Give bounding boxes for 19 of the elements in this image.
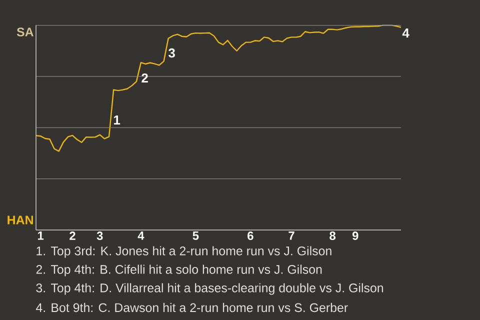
x-tick-label: 1 <box>38 232 44 240</box>
text: 2. Top 4th: B. Cifelli hit a solo home run vs J. Gilson <box>36 264 322 276</box>
text: 4 <box>402 28 410 38</box>
text: SA <box>16 28 34 36</box>
x-tick-label: 5 <box>192 232 199 240</box>
x-tick-label: 2 <box>70 232 76 240</box>
text: 3. Top 4th: D. Villarreal hit a bases-clearing double vs J. Gilson <box>36 283 384 295</box>
x-tick-label: 4 <box>138 232 144 240</box>
annotation: 3 <box>168 48 175 58</box>
text: HAN <box>8 216 33 224</box>
annotation: 2 <box>142 73 148 83</box>
x-tick-label: 8 <box>330 232 336 240</box>
x-tick-label: 7 <box>288 232 294 240</box>
text: 1. Top 3rd: K. Jones hit a 2-run home run vs J. Gilson <box>36 246 332 258</box>
x-tick-label: 9 <box>352 232 358 240</box>
text: 4. Bot 9th: C. Dawson hit a 2-run home run vs S. Gerber <box>36 302 348 312</box>
annotation: 1 <box>114 116 120 124</box>
x-tick-label: 3 <box>96 232 103 240</box>
x-tick-label: 6 <box>248 232 254 240</box>
